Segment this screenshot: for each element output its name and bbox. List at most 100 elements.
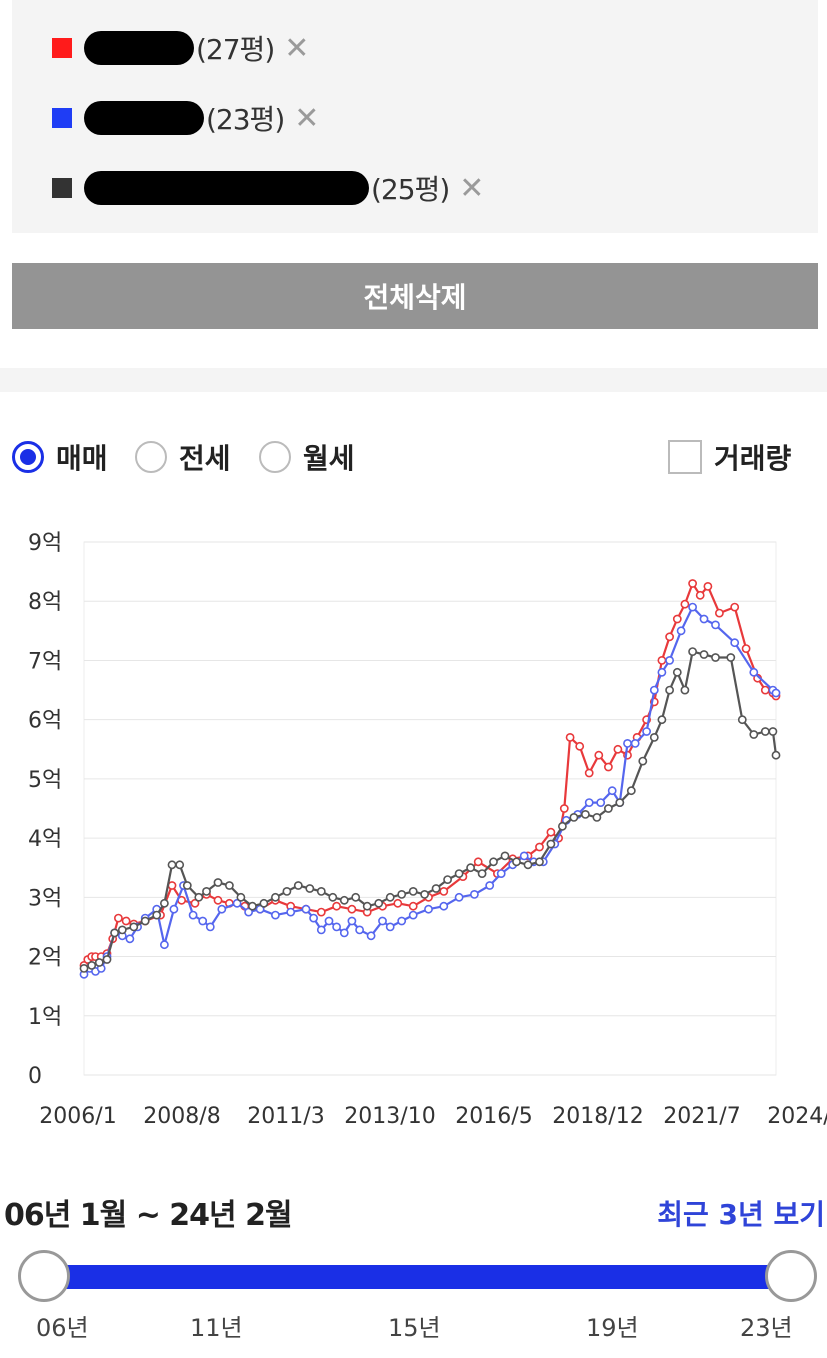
data-point	[512, 857, 521, 867]
data-point	[649, 685, 659, 695]
data-point	[581, 809, 590, 819]
data-point	[328, 892, 338, 902]
radio-button[interactable]	[12, 441, 44, 473]
data-point	[657, 655, 667, 665]
data-point	[385, 922, 395, 932]
data-point	[408, 901, 418, 911]
data-point	[749, 667, 759, 677]
x-tick-label: 2021/7	[663, 1104, 740, 1129]
data-point	[613, 744, 623, 754]
data-point	[546, 839, 556, 849]
x-tick-label: 2018/12	[552, 1104, 643, 1129]
data-point	[584, 768, 594, 778]
data-point	[121, 916, 131, 926]
data-point	[232, 898, 242, 908]
data-point	[703, 582, 713, 591]
data-point	[760, 727, 770, 736]
recent-3-years-link[interactable]: 최근 3년 보기	[657, 1198, 825, 1231]
data-point	[408, 886, 418, 896]
radio-monthly-rent[interactable]: 월세	[259, 437, 355, 477]
redacted-name	[84, 31, 194, 65]
data-point	[454, 869, 464, 878]
series-color-swatch	[52, 108, 72, 128]
radio-label: 전세	[179, 442, 231, 475]
data-point	[630, 738, 640, 748]
data-point	[159, 940, 169, 950]
data-point	[198, 916, 208, 926]
data-point	[485, 881, 495, 890]
data-point	[102, 955, 112, 964]
data-point	[347, 916, 357, 926]
data-point	[247, 901, 257, 911]
remove-icon[interactable]: ✕	[284, 30, 310, 66]
volume-toggle[interactable]: 거래량	[668, 437, 791, 477]
radio-button[interactable]	[259, 441, 291, 473]
data-point	[347, 904, 357, 914]
data-point	[332, 922, 341, 932]
radio-label: 월세	[303, 442, 355, 475]
data-point	[355, 925, 364, 935]
data-point	[657, 667, 667, 677]
data-point	[559, 804, 569, 813]
data-point	[523, 860, 533, 870]
remove-icon[interactable]: ✕	[294, 100, 320, 136]
data-point	[699, 614, 709, 624]
data-point	[316, 886, 326, 896]
data-point	[680, 685, 690, 695]
data-point	[362, 901, 372, 911]
remove-icon[interactable]: ✕	[459, 170, 485, 206]
radio-jeonse[interactable]: 전세	[135, 437, 231, 477]
range-end-handle[interactable]	[765, 1250, 817, 1302]
redacted-name	[84, 101, 204, 135]
range-start-handle[interactable]	[18, 1250, 70, 1302]
data-point	[469, 889, 479, 899]
data-point	[316, 907, 326, 917]
data-point	[270, 892, 280, 902]
data-point	[420, 889, 429, 899]
data-point	[205, 922, 215, 932]
data-point	[594, 750, 604, 760]
data-point	[301, 904, 311, 914]
data-point	[152, 910, 162, 920]
y-tick-label: 7억	[28, 649, 62, 674]
data-point	[489, 857, 498, 867]
y-tick-label: 5억	[28, 768, 62, 793]
delete-all-button[interactable]: 전체삭제	[12, 263, 818, 329]
data-point	[79, 963, 89, 973]
volume-checkbox[interactable]	[668, 440, 702, 474]
series-color-swatch	[52, 178, 72, 198]
data-point	[592, 812, 602, 822]
redacted-name	[84, 171, 369, 205]
data-point	[293, 881, 303, 890]
data-point	[194, 892, 204, 902]
data-point	[535, 857, 544, 867]
compare-item: (27평) ✕	[52, 28, 309, 68]
data-point	[129, 922, 139, 932]
data-point	[114, 913, 123, 923]
slider-tick-label: 15년	[388, 1314, 441, 1342]
data-point	[596, 798, 606, 807]
data-point	[535, 842, 544, 852]
compare-item: (23평) ✕	[52, 98, 319, 138]
data-point	[397, 916, 407, 926]
data-point	[117, 925, 127, 935]
range-slider-track[interactable]	[44, 1265, 790, 1289]
x-tick-label: 2006/1	[39, 1104, 116, 1129]
data-point	[175, 860, 185, 870]
data-point	[715, 608, 724, 618]
compare-item-label: (23평)	[206, 103, 285, 136]
data-point	[477, 869, 487, 878]
radio-sale[interactable]: 매매	[12, 437, 108, 477]
data-point	[431, 884, 441, 893]
data-point	[466, 863, 475, 873]
data-point	[439, 901, 449, 911]
radio-button[interactable]	[135, 441, 167, 473]
data-point	[771, 750, 781, 760]
data-point	[695, 590, 705, 600]
data-point	[182, 881, 192, 890]
data-point	[584, 798, 594, 807]
data-point	[351, 892, 361, 902]
data-point	[378, 916, 387, 926]
data-point	[202, 886, 211, 896]
data-point	[439, 886, 449, 896]
